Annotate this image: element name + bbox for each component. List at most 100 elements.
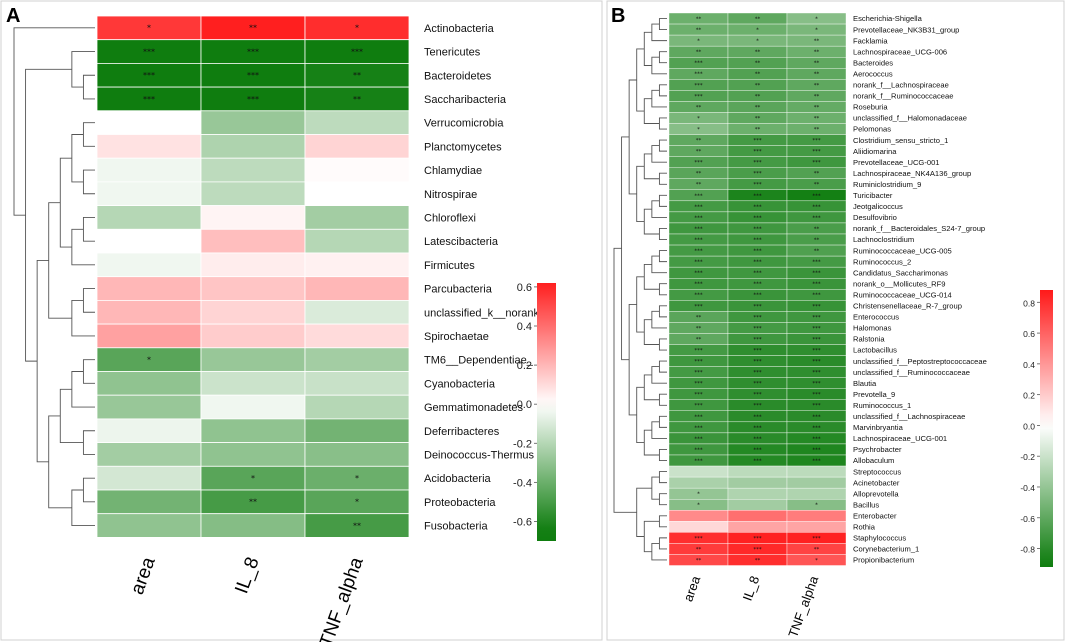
significance-marker: *** [812, 304, 821, 310]
colorbar-gradient [537, 283, 556, 541]
significance-marker: ** [696, 558, 702, 564]
heatmap-cell [304, 110, 410, 135]
significance-marker: *** [694, 304, 703, 310]
significance-marker: ** [755, 72, 761, 78]
significance-marker: *** [812, 348, 821, 354]
significance-marker: *** [753, 547, 762, 553]
significance-marker: *** [694, 348, 703, 354]
significance-marker: *** [812, 337, 821, 343]
heatmap-cell [200, 371, 306, 396]
dendrogram-branch [636, 386, 645, 444]
dendrogram-branch [48, 415, 72, 509]
heatmap-cell [786, 487, 847, 500]
heatmap-cell [96, 323, 202, 349]
significance-marker: *** [812, 282, 821, 288]
panel-b-label: B [611, 5, 625, 27]
heatmap-cell [200, 276, 306, 301]
significance-marker: *** [694, 94, 703, 100]
row-label: Bacillus [853, 500, 879, 509]
dendrogram-branch [13, 27, 95, 216]
significance-marker: *** [812, 414, 821, 420]
significance-marker: *** [753, 337, 762, 343]
column-label: TNF_alpha [785, 573, 821, 639]
significance-marker: * [355, 24, 359, 33]
row-label: Enterobacter [853, 511, 897, 520]
row-label: Parcubacteria [424, 284, 493, 296]
significance-marker: *** [694, 458, 703, 464]
heatmap-cell [304, 323, 410, 349]
significance-marker: ** [814, 105, 820, 111]
dendrogram-branch [658, 84, 667, 97]
row-label: Lachnoclostridium [853, 235, 914, 244]
heatmap-cell [304, 418, 410, 443]
panel-a-column-labels: area IL_8 TNF_alpha [127, 554, 368, 642]
significance-marker: *** [694, 370, 703, 376]
significance-marker: *** [694, 359, 703, 365]
heatmap-cell [96, 252, 202, 278]
panel-a-row-labels: Actinobacteria Tenericutes Bacteroidetes Sa… [424, 23, 539, 533]
significance-marker: ** [249, 498, 257, 507]
significance-marker: *** [812, 425, 821, 431]
dendrogram-branch [658, 283, 667, 296]
row-label: TM6__Dependentiae_ [424, 355, 534, 367]
significance-marker: ** [814, 83, 820, 89]
dendrogram-branch [636, 48, 645, 112]
significance-marker: *** [694, 260, 703, 266]
heatmap-cell [668, 465, 729, 478]
panel-b-colorbar: 0.8 0.6 0.4 0.2 0.0 -0.2 -0.4 -0.6 -0.8 [1020, 290, 1053, 567]
row-label: norank_o__Mollicutes_RF9 [853, 279, 945, 288]
row-label: Lachnospiraceae_UCG-001 [853, 434, 947, 443]
dendrogram-branch [82, 217, 95, 242]
dendrogram-branch [658, 172, 667, 185]
dendrogram-branch [36, 259, 49, 463]
row-label: Marvinbryantia [853, 423, 904, 432]
row-label: Acinetobacter [853, 478, 900, 487]
row-label: Prevotellaceae_UCG-001 [853, 158, 940, 167]
significance-marker: * [251, 474, 255, 483]
row-label: unclassified_f__Ruminococcaceae [853, 368, 970, 377]
significance-marker: ** [353, 95, 361, 104]
colorbar-tick-label: -0.2 [1020, 452, 1035, 462]
significance-marker: *** [694, 536, 703, 542]
significance-marker: ** [353, 521, 361, 530]
significance-marker: *** [694, 249, 703, 255]
significance-marker: ** [814, 249, 820, 255]
significance-marker: * [815, 16, 818, 22]
dendrogram-branch [48, 202, 72, 319]
heatmap-cell [727, 465, 788, 478]
row-label: norank_f__Bacteroidales_S24-7_group [853, 224, 985, 233]
dendrogram-branch [643, 429, 660, 456]
heatmap-cell [200, 299, 306, 325]
significance-marker: ** [814, 50, 820, 56]
dendrogram-branch [658, 515, 667, 528]
row-label: Propionibacterium [853, 556, 914, 565]
heatmap-cell [96, 181, 202, 206]
significance-marker: *** [753, 171, 762, 177]
column-label: TNF_alpha [316, 554, 368, 642]
row-label: Proteobacteria [424, 497, 496, 509]
dendrogram-branch [82, 430, 95, 455]
heatmap-cell [200, 134, 306, 159]
significance-marker: *** [812, 326, 821, 332]
significance-marker: ** [814, 94, 820, 100]
colorbar-tick-label: -0.0 [513, 399, 532, 411]
heatmap-cell [200, 252, 306, 278]
dendrogram-branch [82, 359, 95, 384]
significance-marker: *** [753, 193, 762, 199]
row-label: Acidobacteria [424, 473, 492, 485]
significance-marker: *** [694, 414, 703, 420]
significance-marker: *** [753, 215, 762, 221]
significance-marker: *** [812, 204, 821, 210]
significance-marker: ** [696, 171, 702, 177]
significance-marker: * [697, 127, 700, 133]
dendrogram-branch [643, 153, 660, 180]
row-label: Bacteroides [853, 58, 893, 67]
heatmap-cell [200, 205, 306, 230]
significance-marker: ** [696, 337, 702, 343]
row-label: Corynebacterium_1 [853, 545, 919, 554]
significance-marker: *** [812, 160, 821, 166]
row-label: Halomonas [853, 324, 892, 333]
colorbar-tick-label: 0.0 [1023, 421, 1035, 431]
row-label: Gemmatimonadetes [424, 402, 524, 414]
significance-marker: *** [753, 182, 762, 188]
